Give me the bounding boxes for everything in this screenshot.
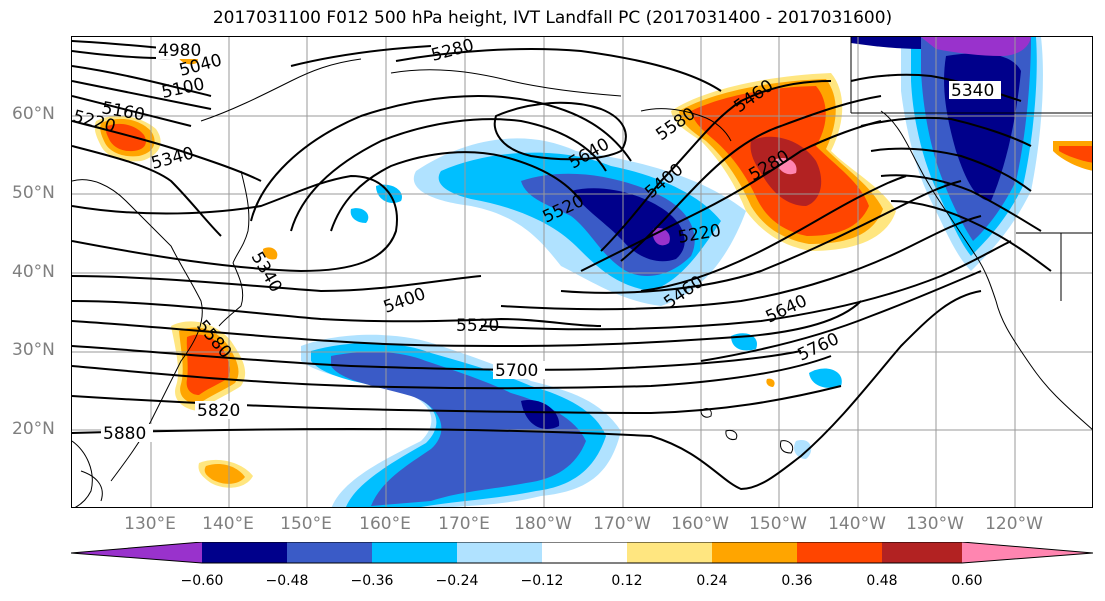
colorbar-tick-label: −0.60 [180, 573, 224, 589]
contour-label: 5100 [160, 74, 206, 103]
lon-label-120w: 120°W [985, 514, 1043, 534]
contour-label: 5400 [381, 284, 428, 318]
contour-label: 5640 [763, 291, 811, 327]
colorbar-tick-label: −0.12 [520, 573, 564, 589]
lon-label-160e: 160°E [359, 514, 411, 534]
colorbar-tick-label: −0.48 [265, 573, 309, 589]
lon-label-140w: 140°W [828, 514, 886, 534]
colorbar-extend-low [71, 542, 202, 563]
lon-label-140e: 140°E [202, 514, 254, 534]
contour-label: 5280 [429, 37, 476, 66]
height-contours [72, 40, 1052, 491]
contour-label: 5820 [197, 401, 240, 421]
lat-label-40n: 40°N [12, 262, 55, 282]
colorbar-tick-label: −0.36 [350, 573, 394, 589]
lat-label-20n: 20°N [12, 419, 55, 439]
colorbar-bin [372, 542, 457, 563]
lon-label-170e: 170°E [438, 514, 490, 534]
lon-label-160w: 160°W [671, 514, 729, 534]
contour-label: 5340 [247, 249, 286, 296]
map-canvas: 4980 5040 5100 5160 5220 5340 5280 5640 … [72, 37, 1092, 507]
colorbar-tick-label: −0.24 [435, 573, 479, 589]
colorbar-bin [542, 542, 627, 563]
map-plot-area: 4980 5040 5100 5160 5220 5340 5280 5640 … [71, 36, 1093, 508]
contour-label: 5340 [951, 81, 994, 101]
lon-label-150e: 150°E [280, 514, 332, 534]
colorbar-tick-label: 0.36 [781, 573, 813, 589]
lon-label-180w: 180°W [514, 514, 572, 534]
map-title: 2017031100 F012 500 hPa height, IVT Land… [212, 8, 893, 28]
colorbar-bin [457, 542, 542, 563]
colorbar-tick-label: 0.12 [611, 573, 643, 589]
contour-label: 4980 [158, 41, 201, 61]
lon-label-130e: 130°E [124, 514, 176, 534]
colorbar-bin [797, 542, 882, 563]
lon-label-170w: 170°W [593, 514, 651, 534]
colorbar-bin [882, 542, 962, 563]
colorbar-bin [712, 542, 797, 563]
colorbar-bin [627, 542, 712, 563]
lat-label-30n: 30°N [12, 340, 55, 360]
coastlines [72, 37, 1092, 507]
contour-label: 5700 [495, 361, 538, 381]
contour-label: 5880 [103, 424, 146, 444]
colorbar-tick-label: 0.60 [951, 573, 983, 589]
colorbar-bin [287, 542, 372, 563]
contour-label: 5520 [456, 316, 499, 336]
colorbar-tick-label: 0.24 [696, 573, 728, 589]
graticule [72, 37, 1092, 507]
colorbar-extend-high [962, 542, 1093, 563]
colorbar [71, 542, 1093, 564]
lat-label-50n: 50°N [12, 183, 55, 203]
colorbar-bin [202, 542, 287, 563]
colorbar-tick-label: 0.48 [866, 573, 898, 589]
lat-label-60n: 60°N [12, 104, 55, 124]
lon-label-150w: 150°W [749, 514, 807, 534]
lon-label-130w: 130°W [906, 514, 964, 534]
